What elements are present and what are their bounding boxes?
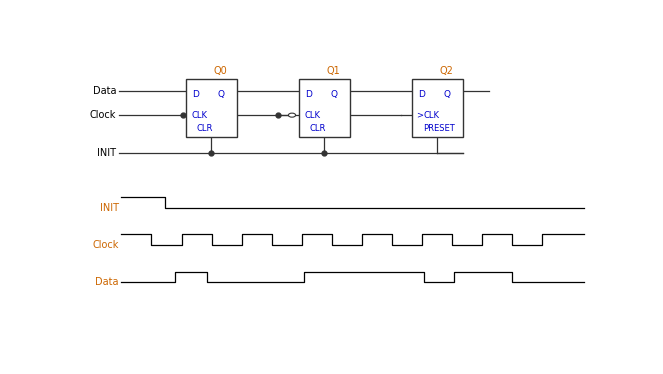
Bar bbox=[299, 79, 350, 137]
Text: D: D bbox=[418, 91, 425, 99]
Text: CLK: CLK bbox=[423, 111, 439, 120]
Circle shape bbox=[288, 113, 296, 117]
Text: D: D bbox=[192, 91, 199, 99]
Text: Data: Data bbox=[93, 86, 116, 96]
Text: >: > bbox=[416, 111, 423, 120]
Text: Q: Q bbox=[331, 91, 337, 99]
Text: CLK: CLK bbox=[192, 111, 208, 120]
Text: Clock: Clock bbox=[90, 110, 116, 120]
Text: Q: Q bbox=[444, 91, 451, 99]
Text: Clock: Clock bbox=[92, 240, 119, 250]
Text: Q: Q bbox=[217, 91, 225, 99]
Text: CLR: CLR bbox=[197, 125, 213, 134]
Text: CLR: CLR bbox=[310, 125, 326, 134]
Text: D: D bbox=[305, 91, 312, 99]
Bar bbox=[412, 79, 463, 137]
Text: Q0: Q0 bbox=[214, 66, 227, 76]
Text: INIT: INIT bbox=[97, 148, 116, 158]
Text: Data: Data bbox=[95, 278, 119, 288]
Bar bbox=[186, 79, 237, 137]
Text: Q2: Q2 bbox=[440, 66, 454, 76]
Text: PRESET: PRESET bbox=[423, 125, 455, 134]
Text: INIT: INIT bbox=[100, 203, 119, 212]
Text: Q1: Q1 bbox=[327, 66, 341, 76]
Text: CLK: CLK bbox=[305, 111, 321, 120]
